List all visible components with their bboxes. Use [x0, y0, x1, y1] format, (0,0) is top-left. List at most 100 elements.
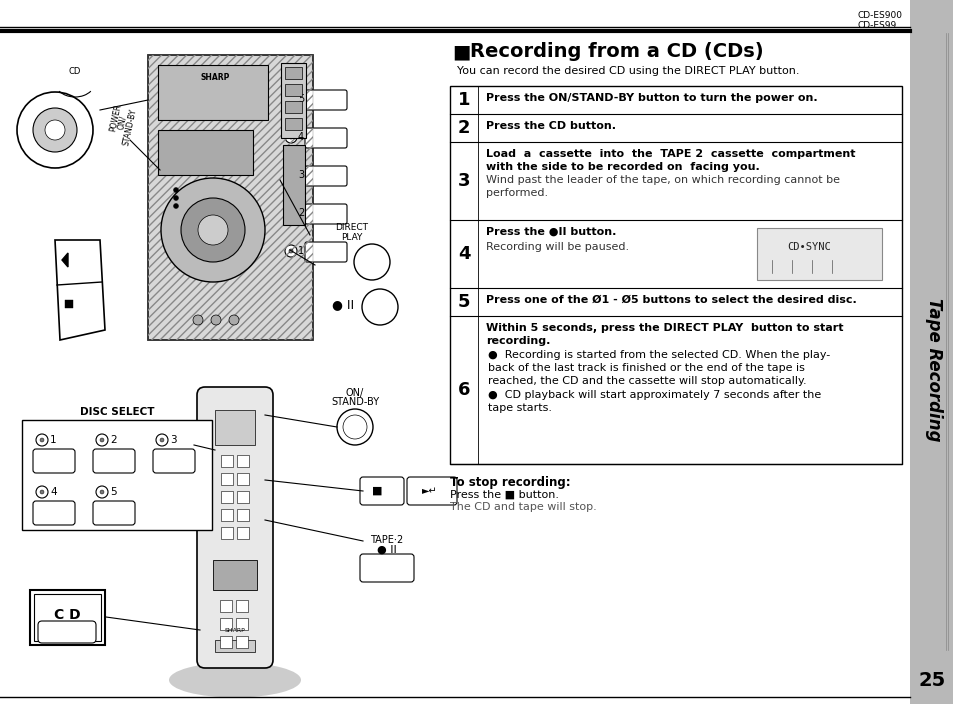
Bar: [283, 145, 305, 225]
Circle shape: [289, 173, 293, 177]
Bar: [220, 636, 232, 648]
Circle shape: [285, 245, 296, 257]
FancyBboxPatch shape: [152, 449, 194, 473]
Text: Recording from a CD (CDs): Recording from a CD (CDs): [470, 42, 762, 61]
Text: Load  a  cassette  into  the  TAPE 2  cassette  compartment
with the side to be : Load a cassette into the TAPE 2 cassette…: [485, 149, 855, 172]
Bar: [236, 527, 249, 539]
Circle shape: [17, 92, 92, 168]
Text: 4: 4: [457, 245, 470, 263]
Bar: [22, 420, 212, 530]
FancyBboxPatch shape: [196, 387, 273, 668]
Bar: [34, 594, 101, 641]
Text: ■: ■: [372, 486, 382, 496]
Bar: [65, 300, 73, 308]
FancyBboxPatch shape: [359, 477, 403, 505]
Bar: [236, 455, 249, 467]
Polygon shape: [55, 240, 105, 340]
Text: ● II: ● II: [332, 298, 354, 311]
Text: 5: 5: [457, 293, 470, 311]
Text: ON/: ON/: [346, 388, 364, 398]
Circle shape: [229, 315, 239, 325]
Circle shape: [173, 187, 178, 192]
Bar: [221, 527, 233, 539]
Text: 1: 1: [50, 435, 56, 445]
Text: 3: 3: [170, 435, 176, 445]
Text: CD-ES99: CD-ES99: [857, 20, 897, 30]
Ellipse shape: [169, 662, 301, 698]
Text: POWER: POWER: [108, 103, 123, 132]
Text: 25: 25: [918, 670, 944, 689]
Circle shape: [156, 434, 168, 446]
Bar: [214, 640, 254, 652]
Bar: [909, 0, 953, 704]
Circle shape: [96, 434, 108, 446]
Text: 3: 3: [297, 170, 304, 180]
Text: Press one of the Ø1 - Ø5 buttons to select the desired disc.: Press one of the Ø1 - Ø5 buttons to sele…: [485, 295, 856, 305]
Circle shape: [285, 93, 296, 105]
Circle shape: [173, 196, 178, 201]
FancyBboxPatch shape: [92, 449, 135, 473]
Bar: [158, 130, 253, 175]
Bar: [221, 509, 233, 521]
Text: C D: C D: [54, 608, 81, 622]
Circle shape: [33, 108, 77, 152]
Bar: [148, 55, 313, 340]
FancyBboxPatch shape: [33, 449, 75, 473]
Text: CD: CD: [69, 68, 81, 77]
FancyBboxPatch shape: [38, 621, 96, 643]
Text: Press the ●II button.: Press the ●II button.: [485, 227, 616, 237]
FancyBboxPatch shape: [359, 554, 414, 582]
Bar: [281, 63, 306, 138]
Text: Within 5 seconds, press the DIRECT PLAY  button to start
recording.: Within 5 seconds, press the DIRECT PLAY …: [485, 323, 842, 346]
Text: ►↵: ►↵: [422, 486, 437, 496]
Circle shape: [343, 415, 367, 439]
FancyBboxPatch shape: [92, 501, 135, 525]
Text: Press the CD button.: Press the CD button.: [485, 121, 616, 131]
Bar: [148, 55, 313, 340]
Text: 4: 4: [297, 132, 304, 142]
Bar: [285, 67, 302, 79]
FancyBboxPatch shape: [305, 242, 347, 262]
Bar: [213, 560, 256, 590]
Text: 5: 5: [297, 94, 304, 104]
Text: STAND-BY: STAND-BY: [122, 108, 138, 146]
Bar: [285, 101, 302, 113]
Circle shape: [161, 178, 265, 282]
Text: ●  CD playback will start approximately 7 seconds after the
tape starts.: ● CD playback will start approximately 7…: [488, 391, 821, 413]
Text: PLAY: PLAY: [341, 232, 362, 241]
Text: 2: 2: [457, 119, 470, 137]
Bar: [158, 65, 268, 120]
Bar: [236, 491, 249, 503]
Bar: [220, 600, 232, 612]
Bar: [221, 455, 233, 467]
Bar: [214, 410, 254, 445]
Circle shape: [198, 215, 228, 245]
FancyBboxPatch shape: [305, 128, 347, 148]
Text: You can record the desired CD using the DIRECT PLAY button.: You can record the desired CD using the …: [456, 66, 799, 76]
Text: ●  Recording is started from the selected CD. When the play-
back of the last tr: ● Recording is started from the selected…: [488, 350, 829, 386]
Circle shape: [36, 434, 48, 446]
Text: ON/: ON/: [116, 114, 128, 130]
Circle shape: [173, 203, 178, 208]
Text: 2: 2: [297, 208, 304, 218]
Bar: [30, 590, 105, 645]
Text: Press the ON/STAND-BY button to turn the power on.: Press the ON/STAND-BY button to turn the…: [485, 93, 817, 103]
Text: ● II: ● II: [376, 545, 396, 555]
Circle shape: [289, 249, 293, 253]
FancyBboxPatch shape: [407, 477, 456, 505]
Polygon shape: [62, 253, 68, 267]
Circle shape: [36, 486, 48, 498]
FancyBboxPatch shape: [305, 166, 347, 186]
Text: Press the ■ button.: Press the ■ button.: [450, 490, 558, 500]
Text: SHARP: SHARP: [200, 73, 230, 82]
Text: ■: ■: [452, 42, 470, 61]
Text: Recording will be paused.: Recording will be paused.: [485, 241, 628, 251]
Text: SHARP: SHARP: [224, 627, 245, 632]
FancyBboxPatch shape: [305, 204, 347, 224]
Circle shape: [181, 198, 245, 262]
Circle shape: [354, 244, 390, 280]
Circle shape: [193, 315, 203, 325]
Text: CD•SYNC: CD•SYNC: [786, 242, 830, 252]
Bar: [221, 491, 233, 503]
Bar: [235, 618, 248, 630]
